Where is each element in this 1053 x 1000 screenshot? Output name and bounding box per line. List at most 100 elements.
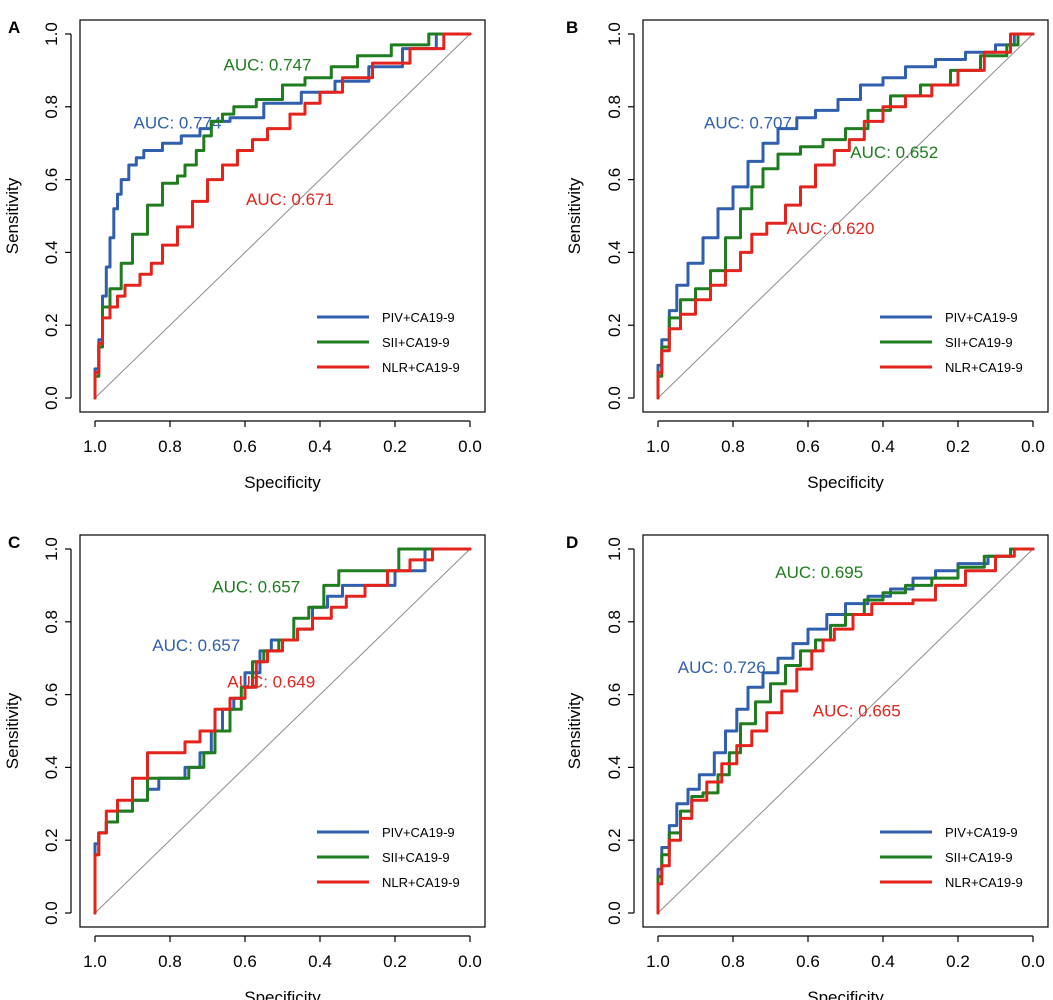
x-tick-label: 0.8 [721,437,745,456]
x-tick-label: 0.6 [796,437,820,456]
auc-label-piv: AUC: 0.657 [152,636,240,655]
diagonal-reference-line [657,548,1034,914]
auc-label-nlr: AUC: 0.665 [813,701,901,720]
roc-curve-piv [656,32,1035,400]
x-tick-label: 0.8 [158,437,182,456]
x-tick-label: 1.0 [646,952,670,971]
diagonal-reference-line [657,33,1034,399]
panel-d: D 1.0 0.8 0.6 0.4 0.2 0.0 Specificity 0.0 0.2 0.4 0… [565,533,1049,1000]
roc-curve-sii [656,547,1035,915]
plot-frame [79,19,486,413]
legend-label: NLR+CA19-9 [382,360,460,375]
y-tick-label: 0.4 [42,756,61,780]
roc-curve-nlr [656,32,1035,400]
x-tick-label: 0.0 [1021,952,1045,971]
roc-curve-piv [656,547,1035,915]
x-tick-label: 0.0 [1021,437,1045,456]
x-tick-label: 0.0 [458,952,482,971]
panel-a: A 1.0 0.8 0.6 0.4 0.2 0.0 Specificity 0.0 0.2 0.4 0… [3,18,486,492]
legend-label: NLR+CA19-9 [382,875,460,890]
x-tick-label: 0.8 [158,952,182,971]
y-tick-label: 0.8 [42,610,61,634]
y-tick-label: 0.0 [42,386,61,410]
x-tick-label: 0.4 [308,437,332,456]
legend-label: PIV+CA19-9 [382,825,455,840]
diagonal-reference-line [94,33,471,399]
y-axis-label: Sensitivity [3,692,22,769]
legend-label: SII+CA19-9 [382,850,450,865]
panel-letter: A [8,18,20,37]
plot-frame [642,19,1049,413]
legend-label: PIV+CA19-9 [945,825,1018,840]
y-axis-label: Sensitivity [565,177,584,254]
y-tick-label: 0.2 [605,313,624,337]
x-tick-label: 0.2 [946,952,970,971]
y-tick-label: 0.8 [42,95,61,119]
legend-label: SII+CA19-9 [945,335,1013,350]
x-tick-label: 0.6 [233,952,257,971]
diagonal-reference-line [94,548,471,914]
x-tick-label: 0.0 [458,437,482,456]
x-axis-label: Specificity [807,473,884,492]
x-axis-label: Specificity [807,988,884,1000]
y-tick-label: 0.4 [42,241,61,265]
plot-frame [79,534,486,928]
auc-label-sii: AUC: 0.695 [775,563,863,582]
roc-curve-sii [656,32,1035,400]
auc-label-sii: AUC: 0.657 [212,578,300,597]
panel-b: B 1.0 0.8 0.6 0.4 0.2 0.0 Specificity 0.0 0.2 0.4 0… [565,18,1049,492]
y-tick-label: 0.8 [605,95,624,119]
roc-curve-nlr [93,547,472,915]
x-tick-label: 1.0 [83,952,107,971]
y-tick-label: 0.8 [605,610,624,634]
legend-label: PIV+CA19-9 [382,310,455,325]
y-tick-label: 0.0 [605,386,624,410]
y-tick-label: 0.2 [605,828,624,852]
x-tick-label: 0.6 [233,437,257,456]
legend-label: NLR+CA19-9 [945,360,1023,375]
legend-label: SII+CA19-9 [945,850,1013,865]
legend-label: NLR+CA19-9 [945,875,1023,890]
y-tick-label: 1.0 [42,537,61,561]
auc-label-piv: AUC: 0.707 [704,114,792,133]
y-axis-label: Sensitivity [3,177,22,254]
x-tick-label: 0.4 [871,437,895,456]
auc-label-piv: AUC: 0.726 [678,658,766,677]
y-axis-label: Sensitivity [565,692,584,769]
x-tick-label: 0.2 [383,952,407,971]
y-tick-label: 0.0 [605,901,624,925]
y-tick-label: 0.4 [605,756,624,780]
y-tick-label: 0.6 [605,168,624,192]
x-axis-label: Specificity [244,988,321,1000]
roc-curve-piv [93,32,472,400]
y-tick-label: 0.4 [605,241,624,265]
auc-label-sii: AUC: 0.747 [224,55,312,74]
x-tick-label: 0.2 [383,437,407,456]
y-tick-label: 0.6 [42,168,61,192]
x-tick-label: 0.8 [721,952,745,971]
auc-label-nlr: AUC: 0.620 [787,219,875,238]
y-tick-label: 0.2 [42,828,61,852]
legend-label: PIV+CA19-9 [945,310,1018,325]
panel-letter: D [566,533,578,552]
x-tick-label: 1.0 [646,437,670,456]
y-tick-label: 0.2 [42,313,61,337]
y-tick-label: 0.0 [42,901,61,925]
x-tick-label: 0.2 [946,437,970,456]
x-tick-label: 0.6 [796,952,820,971]
auc-label-nlr: AUC: 0.649 [227,672,315,691]
x-tick-label: 1.0 [83,437,107,456]
roc-curve-sii [93,32,472,400]
panel-c: C 1.0 0.8 0.6 0.4 0.2 0.0 Specificity 0.0 0.2 0.4 0… [3,533,486,1000]
plot-frame [642,534,1049,928]
y-tick-label: 1.0 [605,537,624,561]
auc-label-nlr: AUC: 0.671 [246,190,334,209]
roc-curve-nlr [93,32,472,400]
panel-letter: C [8,533,20,552]
auc-label-sii: AUC: 0.652 [850,143,938,162]
y-tick-label: 1.0 [605,22,624,46]
y-tick-label: 0.6 [605,683,624,707]
y-tick-label: 1.0 [42,22,61,46]
y-tick-label: 0.6 [42,683,61,707]
